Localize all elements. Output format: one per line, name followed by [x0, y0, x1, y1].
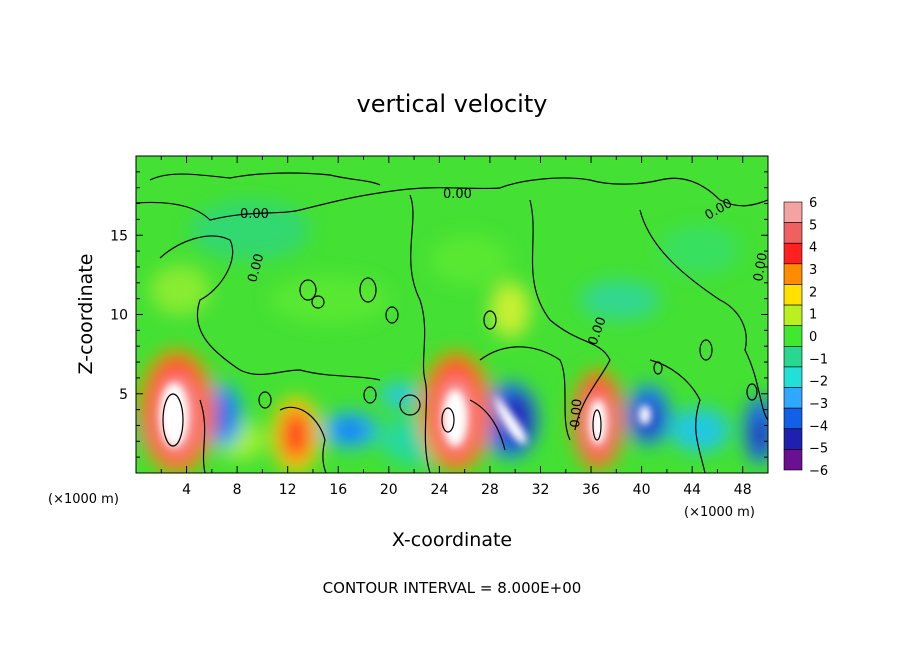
colorbar-swatch: [783, 242, 803, 265]
x-unit-label-right: (×1000 m): [684, 505, 755, 520]
zero-contours: [136, 172, 768, 473]
contour-label: 0.00: [443, 187, 472, 202]
colorbar-tick-label: 0: [809, 330, 817, 345]
colorbar-tick-label: 6: [809, 196, 817, 211]
plot-field: [136, 156, 768, 473]
x-tick-label: 12: [279, 482, 297, 498]
field-blobs: [138, 200, 768, 473]
colorbar-tick-label: −4: [809, 419, 828, 434]
colorbar-swatch: [783, 387, 803, 409]
x-tick-label: 36: [582, 482, 600, 498]
contour-label: 0.00: [245, 252, 267, 284]
x-tick-label: 20: [380, 482, 398, 498]
x-tick-label: 40: [633, 482, 651, 498]
colorbar-tick-label: −6: [809, 464, 828, 479]
x-tick-label: 8: [233, 482, 242, 498]
colorbar-tick-label: −5: [809, 442, 828, 457]
contour-interval-label: CONTOUR INTERVAL = 8.000E+00: [323, 579, 582, 597]
x-tick-label: 4: [182, 482, 191, 498]
x-tick-label: 24: [430, 482, 448, 498]
colorbar-tick-label: 2: [809, 285, 817, 300]
x-unit-label-left: (×1000 m): [48, 492, 119, 507]
contour-label: 0.00: [240, 207, 269, 222]
y-tick-label: 5: [119, 387, 128, 403]
colorbar-tick-label: −1: [809, 352, 828, 367]
colorbar-swatch: [783, 222, 803, 244]
chart-title: vertical velocity: [357, 90, 548, 118]
colorbar-swatch: [783, 304, 803, 326]
x-tick-label: 16: [329, 482, 347, 498]
y-axis: 5 10 15: [110, 171, 768, 458]
colorbar-tick-label: −3: [809, 397, 828, 412]
x-tick-label: 32: [532, 482, 550, 498]
colorbar-swatch: [783, 346, 803, 368]
colorbar-tick-label: 5: [809, 218, 817, 233]
x-tick-label: 48: [734, 482, 752, 498]
colorbar-swatch: [783, 428, 803, 450]
colorbar-tick-label: 1: [809, 308, 817, 323]
colorbar-swatch: [783, 366, 803, 388]
field-cores: [160, 383, 651, 447]
colorbar-tick-label: −2: [809, 375, 828, 390]
x-tick-label: 44: [683, 482, 701, 498]
colorbar-swatch: [783, 201, 803, 223]
y-tick-label: 10: [110, 308, 128, 324]
contour-label: 0.00: [568, 398, 585, 428]
colorbar-tick-label: 3: [809, 263, 817, 278]
y-tick-label: 15: [110, 228, 128, 244]
y-axis-title: Z-coordinate: [75, 254, 97, 375]
colorbar-swatch: [783, 263, 803, 285]
colorbar-tick-label: 4: [809, 241, 817, 256]
x-axis: 4 8 12 16 20 24 28 32 36 40 44 48: [160, 156, 752, 498]
colorbar-swatch: [783, 407, 803, 430]
colorbar-swatch: [783, 284, 803, 306]
colorbar-swatch: [783, 449, 803, 471]
colorbar-swatch: [783, 325, 803, 347]
contour-label: 0.00: [751, 252, 771, 283]
x-tick-label: 28: [481, 482, 499, 498]
colorbar: 6 5 4 3 2 1 0 −1 −2 −3 −4 −5 −6: [783, 196, 828, 479]
x-axis-title: X-coordinate: [392, 529, 512, 551]
